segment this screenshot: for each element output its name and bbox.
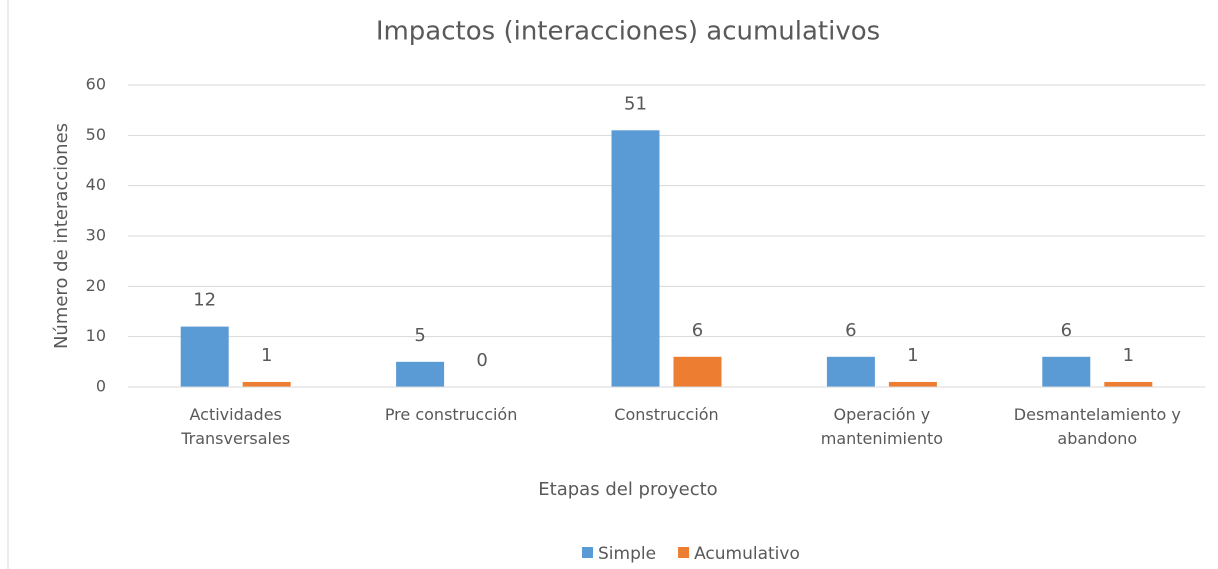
y-axis-label: Número de interacciones (51, 123, 72, 349)
data-label: 0 (476, 350, 487, 371)
x-tick-label: Actividades Transversales (181, 405, 291, 448)
bar (611, 130, 660, 388)
legend-swatch (678, 547, 690, 558)
data-label: 1 (907, 345, 918, 366)
legend-swatch (582, 547, 593, 558)
bar (1104, 381, 1153, 387)
data-label: 5 (414, 325, 425, 346)
bar (180, 326, 229, 387)
bar (242, 381, 291, 387)
x-tick-label: Pre construcción (384, 405, 518, 424)
bar (396, 361, 445, 387)
bar (1042, 356, 1091, 387)
x-axis-label: Etapas del proyecto (538, 479, 717, 500)
legend-label: Acumulativo (694, 544, 800, 564)
data-label: 12 (193, 290, 216, 311)
data-label: 1 (1123, 345, 1134, 366)
x-tick-label: Operación y mantenimiento (820, 405, 944, 448)
legend-label: Simple (598, 544, 656, 564)
y-tick-label: 10 (86, 326, 106, 345)
data-label: 1 (261, 345, 272, 366)
data-label: 6 (845, 320, 856, 341)
y-tick-label: 50 (86, 125, 106, 144)
y-tick-label: 30 (86, 226, 106, 245)
x-tick-label: Construcción (614, 405, 719, 424)
y-tick-label: 20 (86, 276, 106, 295)
x-tick-label: Desmantelamiento y abandono (1013, 405, 1181, 448)
y-tick-label: 0 (96, 377, 106, 396)
bar (826, 356, 875, 387)
chart-title: Impactos (interacciones) acumulativos (376, 17, 880, 47)
data-label: 51 (624, 93, 647, 114)
bar (673, 356, 722, 387)
bar (888, 381, 937, 387)
data-label: 6 (692, 320, 703, 341)
y-tick-label: 40 (86, 175, 106, 194)
data-label: 6 (1061, 320, 1072, 341)
y-tick-label: 60 (86, 75, 106, 94)
